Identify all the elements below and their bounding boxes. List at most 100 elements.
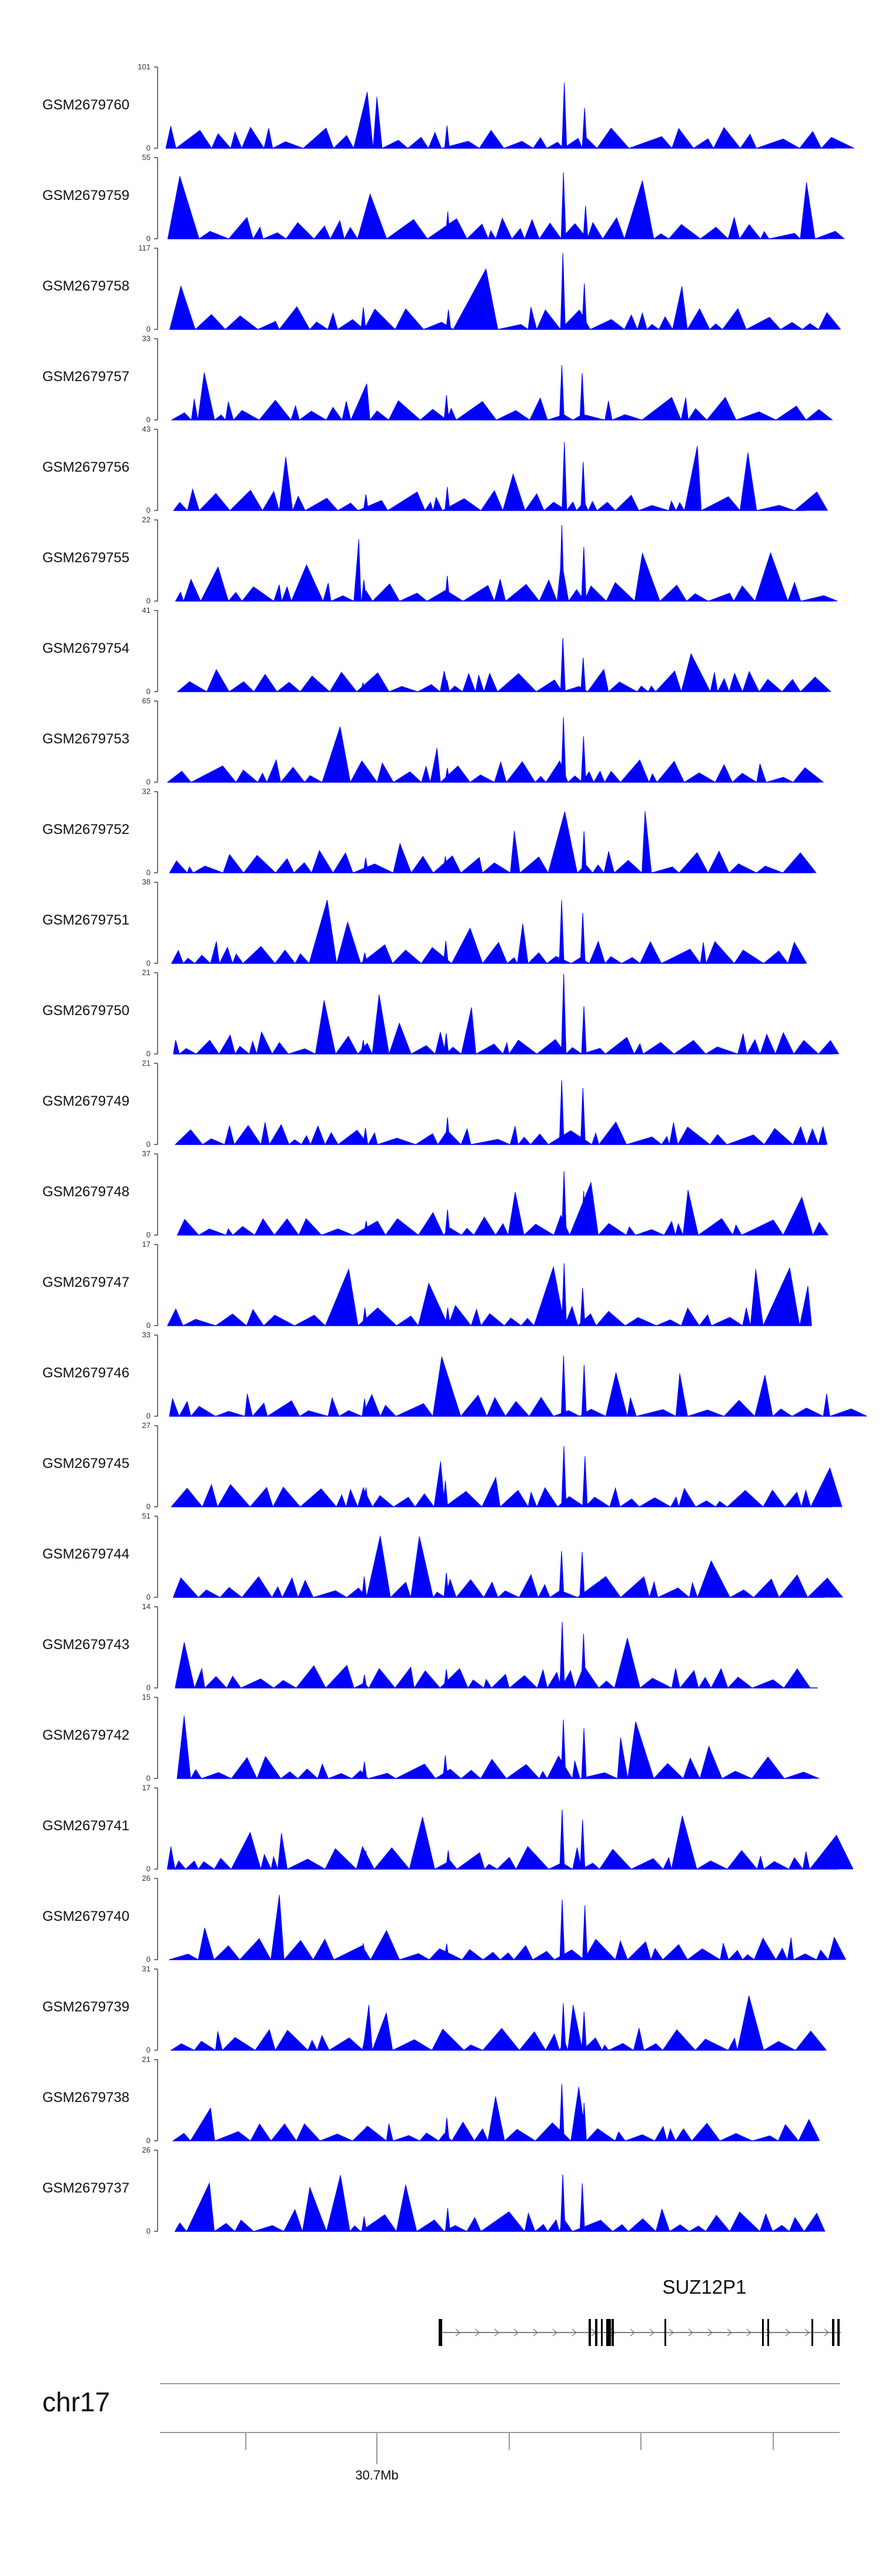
coverage-peak [580,462,586,511]
track-label: GSM2679741 [42,1818,129,1834]
coverage-peak [581,2011,587,2051]
coverage-area [174,2175,826,2233]
track-label: GSM2679756 [42,459,129,475]
coverage-peak [445,1117,450,1145]
track-label: GSM2679758 [42,278,129,294]
track-label: GSM2679746 [42,1365,129,1381]
coverage-peak [579,2183,585,2232]
track-GSM2679737: GSM2679737 26 0 [42,2145,826,2235]
coverage-peak [445,486,450,511]
ymin-label: 0 [146,325,151,333]
coverage-peak [581,546,587,602]
ymax-label: 55 [142,153,151,162]
ymin-label: 0 [146,596,151,605]
track-label: GSM2679754 [42,640,129,656]
track-GSM2679749: GSM2679749 21 0 [42,1059,828,1149]
gene-exon [439,2319,442,2346]
ymax-label: 33 [142,1330,151,1339]
gene-exon [595,2319,597,2346]
coverage-area [167,1266,812,1327]
track-GSM2679752: GSM2679752 32 0 [42,787,817,877]
track-GSM2679738: GSM2679738 21 0 [42,2055,820,2145]
coverage-peak [361,2216,367,2232]
track-GSM2679748: GSM2679748 37 0 [42,1149,829,1239]
coverage-peak [444,2117,450,2141]
gene-exon [832,2319,834,2346]
coverage-peak [582,108,587,149]
track-GSM2679750: GSM2679750 21 0 [42,968,840,1058]
coverage-peak [561,973,567,1055]
strand-arrow [727,2328,732,2337]
gene-exon [762,2319,764,2346]
coverage-area [175,539,838,602]
coverage-peak [560,1719,566,1779]
coverage-peak [583,206,589,239]
chromosome-label: chr17 [42,2387,110,2417]
strand-arrow [707,2328,713,2337]
ymax-label: 37 [142,1149,151,1158]
coverage-area [166,1816,854,1870]
ymax-label: 15 [142,1693,151,1701]
strand-arrow [533,2328,538,2337]
ymax-label: 31 [142,1964,151,1973]
ymin-label: 0 [146,1321,151,1330]
position-label: 30.7Mb [355,2468,398,2482]
strand-arrow [785,2328,790,2337]
track-GSM2679747: GSM2679747 17 0 [42,1240,812,1330]
coverage-area [165,92,854,149]
ymin-label: 0 [146,506,151,515]
coverage-peak [581,1006,587,1055]
gene-exon [837,2319,840,2346]
coverage-peak [559,900,564,964]
chromosome-axis: chr17 30.7Mb [42,2383,840,2482]
coverage-peak [445,2208,450,2232]
track-GSM2679743: GSM2679743 14 0 [42,1602,818,1692]
coverage-tracks: GSM26797601010GSM2679759550GSM2679758117… [42,62,867,2235]
coverage-peak [559,1080,564,1145]
ymax-label: 27 [142,1421,151,1430]
coverage-area [167,176,845,240]
coverage-peak [580,1820,586,1870]
coverage-area [172,2087,820,2142]
track-label: GSM2679740 [42,1908,129,1924]
ymax-label: 41 [142,606,151,615]
ymin-label: 0 [146,2136,151,2145]
track-GSM2679741: GSM2679741 17 0 [42,1783,854,1873]
coverage-peak [582,1905,588,1960]
coverage-peak [581,831,587,873]
track-label: GSM2679753 [42,731,129,747]
ymax-label: 17 [142,1783,151,1792]
ymax-label: 51 [142,1511,151,1520]
coverage-area [169,811,817,874]
coverage-peak [363,857,369,873]
strand-arrow [513,2328,519,2337]
track-label: GSM2679737 [42,2180,129,2196]
coverage-peak [562,82,567,149]
ymax-label: 17 [142,1240,151,1249]
track-label: GSM2679743 [42,1637,129,1653]
coverage-peak [444,125,450,149]
strand-arrow [688,2328,693,2337]
gene-exon [767,2319,769,2346]
coverage-area [169,268,841,331]
coverage-peak [445,1307,451,1326]
coverage-peak [442,1755,448,1779]
track-label: GSM2679745 [42,1456,129,1471]
coverage-peak [580,913,586,964]
ymin-label: 0 [146,1502,151,1511]
coverage-peak [446,309,452,330]
ymax-label: 21 [142,968,151,977]
coverage-peak [579,373,585,421]
ymin-label: 0 [146,144,151,152]
ymin-label: 0 [146,2227,151,2235]
track-label: GSM2679757 [42,369,129,385]
coverage-peak [560,253,566,330]
ymax-label: 101 [138,62,151,71]
coverage-peak [559,1551,564,1598]
track-label: GSM2679749 [42,1093,129,1109]
strand-arrow [455,2328,460,2337]
coverage-area [172,1536,844,1599]
ymax-label: 22 [142,515,151,524]
coverage-peak [582,283,587,330]
